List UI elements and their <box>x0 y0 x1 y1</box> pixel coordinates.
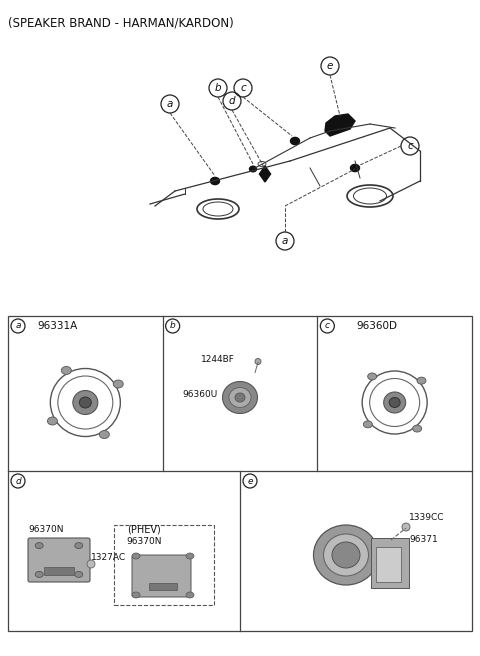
Ellipse shape <box>113 380 123 388</box>
Text: 96370N: 96370N <box>28 525 63 534</box>
Ellipse shape <box>235 393 245 402</box>
Ellipse shape <box>229 388 251 407</box>
Text: 1327AC: 1327AC <box>91 552 126 562</box>
Ellipse shape <box>61 367 72 375</box>
Circle shape <box>87 560 95 568</box>
Text: e: e <box>327 61 333 71</box>
Ellipse shape <box>223 382 257 413</box>
Ellipse shape <box>389 398 400 407</box>
Text: c: c <box>325 321 330 331</box>
Bar <box>149 583 177 590</box>
Text: b: b <box>170 321 176 331</box>
Text: a: a <box>15 321 21 331</box>
Text: b: b <box>215 83 221 93</box>
Ellipse shape <box>363 421 372 428</box>
Ellipse shape <box>48 417 58 425</box>
Ellipse shape <box>417 377 426 384</box>
Ellipse shape <box>250 166 256 172</box>
Bar <box>44 567 74 575</box>
Text: 96370N: 96370N <box>126 537 162 546</box>
Text: (PHEV): (PHEV) <box>127 525 161 535</box>
Bar <box>8 316 472 631</box>
Ellipse shape <box>75 543 83 548</box>
Ellipse shape <box>211 177 219 184</box>
Ellipse shape <box>99 430 109 439</box>
Text: d: d <box>228 96 235 106</box>
Text: 96331A: 96331A <box>38 321 78 331</box>
Text: a: a <box>282 236 288 246</box>
Bar <box>371 538 409 588</box>
FancyBboxPatch shape <box>132 555 191 597</box>
Ellipse shape <box>413 425 421 432</box>
Ellipse shape <box>132 553 140 559</box>
FancyBboxPatch shape <box>28 538 90 582</box>
Ellipse shape <box>35 571 43 577</box>
Ellipse shape <box>132 592 140 598</box>
Text: e: e <box>247 476 253 485</box>
Circle shape <box>402 523 410 531</box>
Polygon shape <box>325 114 355 136</box>
Ellipse shape <box>186 553 194 559</box>
Ellipse shape <box>368 373 377 380</box>
Text: d: d <box>15 476 21 485</box>
Text: 1339CC: 1339CC <box>409 514 444 522</box>
Ellipse shape <box>79 397 91 408</box>
Ellipse shape <box>384 392 406 413</box>
Ellipse shape <box>73 390 98 415</box>
Ellipse shape <box>186 592 194 598</box>
Ellipse shape <box>75 571 83 577</box>
Text: a: a <box>167 99 173 109</box>
Text: 1244BF: 1244BF <box>201 355 235 364</box>
Ellipse shape <box>35 543 43 548</box>
Ellipse shape <box>290 137 300 144</box>
Text: c: c <box>240 83 246 93</box>
Text: 96360D: 96360D <box>357 321 398 331</box>
Ellipse shape <box>313 525 379 585</box>
Ellipse shape <box>332 542 360 568</box>
Ellipse shape <box>324 534 369 576</box>
Bar <box>376 547 401 582</box>
Text: 96360U: 96360U <box>183 390 218 399</box>
Circle shape <box>255 358 261 365</box>
Text: (SPEAKER BRAND - HARMAN/KARDON): (SPEAKER BRAND - HARMAN/KARDON) <box>8 16 234 29</box>
Text: c: c <box>407 141 413 151</box>
Polygon shape <box>259 166 271 182</box>
Ellipse shape <box>350 165 360 172</box>
Text: 96371: 96371 <box>409 535 438 544</box>
Bar <box>114 525 214 605</box>
